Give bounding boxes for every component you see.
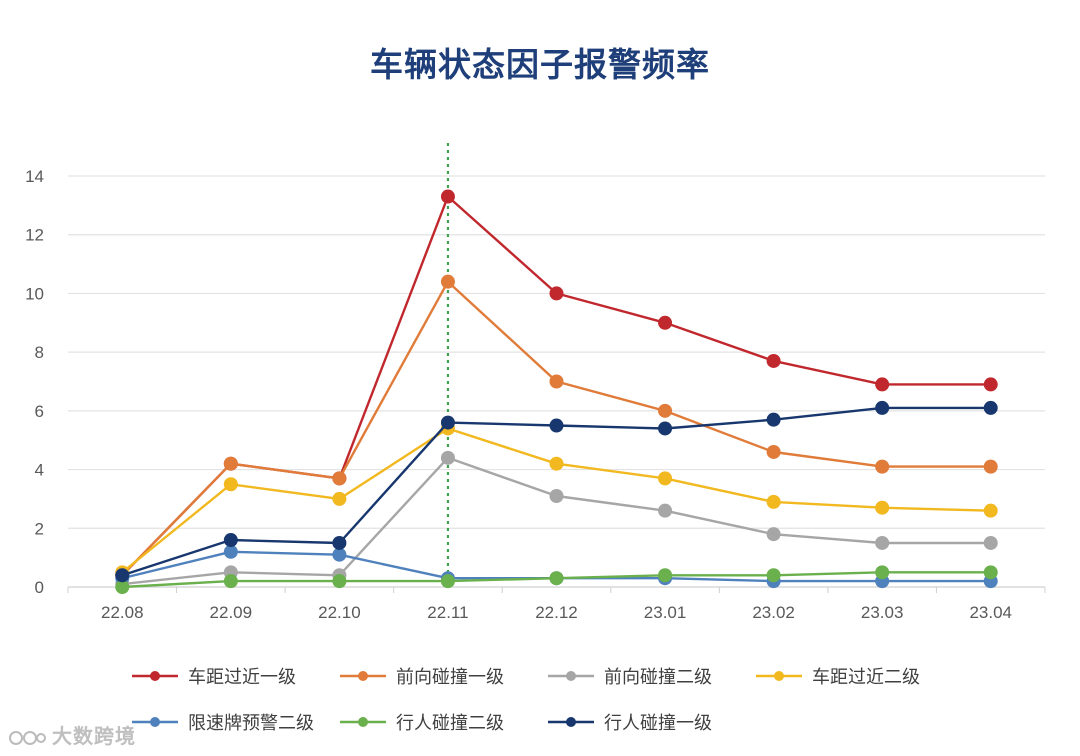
y-tick-label: 8 — [35, 343, 44, 362]
series-line — [122, 456, 991, 586]
watermark: 大数跨境 — [8, 720, 136, 749]
data-point — [875, 565, 890, 580]
legend-item: 前向碰撞二级 — [548, 667, 712, 688]
y-tick-label: 6 — [35, 402, 44, 421]
x-tick-label: 23.03 — [861, 603, 904, 622]
brand-logo-icon — [9, 730, 46, 745]
legend-item: 行人碰撞二级 — [340, 713, 504, 734]
watermark-text: 大数跨境 — [52, 724, 136, 748]
x-tick-label: 22.09 — [210, 603, 253, 622]
data-point — [875, 535, 890, 550]
data-point — [440, 450, 455, 465]
data-point — [658, 403, 673, 418]
data-point — [223, 533, 238, 548]
series-5 — [115, 565, 998, 594]
data-point — [223, 574, 238, 589]
data-point — [223, 544, 238, 559]
data-point — [875, 400, 890, 415]
legend-marker — [566, 717, 576, 727]
legend-marker — [150, 671, 160, 681]
data-point — [875, 377, 890, 392]
data-point — [983, 377, 998, 392]
legend-marker — [150, 717, 160, 727]
data-point — [983, 535, 998, 550]
data-point — [440, 415, 455, 430]
y-tick-label: 2 — [35, 519, 44, 538]
legend-label: 前向碰撞二级 — [604, 667, 712, 688]
data-point — [223, 456, 238, 471]
data-point — [766, 494, 781, 509]
legend-label: 前向碰撞一级 — [396, 667, 504, 688]
series-6 — [115, 400, 998, 583]
series-2 — [115, 450, 998, 592]
data-point — [115, 568, 130, 583]
x-tick-label: 22.10 — [318, 603, 361, 622]
x-tick-label: 23.02 — [752, 603, 795, 622]
legend-label: 行人碰撞二级 — [396, 713, 504, 734]
data-point — [983, 400, 998, 415]
y-tick-label: 12 — [25, 226, 44, 245]
data-point — [332, 491, 347, 506]
data-point — [766, 568, 781, 583]
data-point — [332, 471, 347, 486]
legend-item: 车距过近二级 — [756, 667, 920, 688]
data-point — [549, 571, 564, 586]
y-tick-label: 10 — [25, 284, 44, 303]
data-point — [549, 456, 564, 471]
data-point — [658, 503, 673, 518]
legend-marker — [774, 671, 784, 681]
data-point — [766, 444, 781, 459]
x-tick-label: 22.11 — [427, 603, 468, 622]
data-point — [549, 374, 564, 389]
data-point — [983, 565, 998, 580]
legend-marker — [358, 717, 368, 727]
y-tick-label: 0 — [35, 578, 44, 597]
y-tick-label: 4 — [35, 461, 44, 480]
data-point — [658, 471, 673, 486]
data-point — [875, 500, 890, 515]
legend-label: 行人碰撞一级 — [604, 713, 712, 734]
data-point — [332, 547, 347, 562]
legend-item: 限速牌预警二级 — [132, 713, 314, 734]
legend-label: 车距过近二级 — [812, 667, 920, 688]
data-point — [440, 274, 455, 289]
y-tick-label: 14 — [25, 167, 44, 186]
data-point — [766, 412, 781, 427]
data-point — [332, 535, 347, 550]
x-tick-label: 23.04 — [969, 603, 1012, 622]
x-tick-label: 22.08 — [101, 603, 144, 622]
data-point — [766, 353, 781, 368]
data-point — [549, 418, 564, 433]
x-axis-ticks: 22.08 22.09 22.10 22.11 22.12 23.01 23.02 23.03… — [101, 603, 1012, 622]
legend-label: 车距过近一级 — [188, 667, 296, 688]
chart-title: 车辆状态因子报警频率 — [370, 45, 710, 84]
series-lines — [115, 189, 998, 594]
data-point — [440, 574, 455, 589]
legend-label: 限速牌预警二级 — [188, 713, 314, 734]
data-point — [983, 459, 998, 474]
data-point — [766, 527, 781, 542]
legend-marker — [358, 671, 368, 681]
data-point — [658, 315, 673, 330]
data-point — [223, 477, 238, 492]
data-point — [549, 488, 564, 503]
legend-marker — [566, 671, 576, 681]
data-point — [983, 503, 998, 518]
legend-item: 前向碰撞一级 — [340, 667, 504, 688]
x-tick-label: 22.12 — [535, 603, 578, 622]
data-point — [875, 459, 890, 474]
x-tick-label: 23.01 — [644, 603, 687, 622]
legend-item: 行人碰撞一级 — [548, 713, 712, 734]
data-point — [440, 189, 455, 204]
data-point — [332, 574, 347, 589]
data-point — [658, 421, 673, 436]
y-axis-ticks: 0 2 4 6 8 10 12 14 — [25, 167, 44, 597]
legend-item: 车距过近一级 — [132, 667, 296, 688]
data-point — [658, 568, 673, 583]
data-point — [549, 286, 564, 301]
data-point — [115, 580, 130, 594]
